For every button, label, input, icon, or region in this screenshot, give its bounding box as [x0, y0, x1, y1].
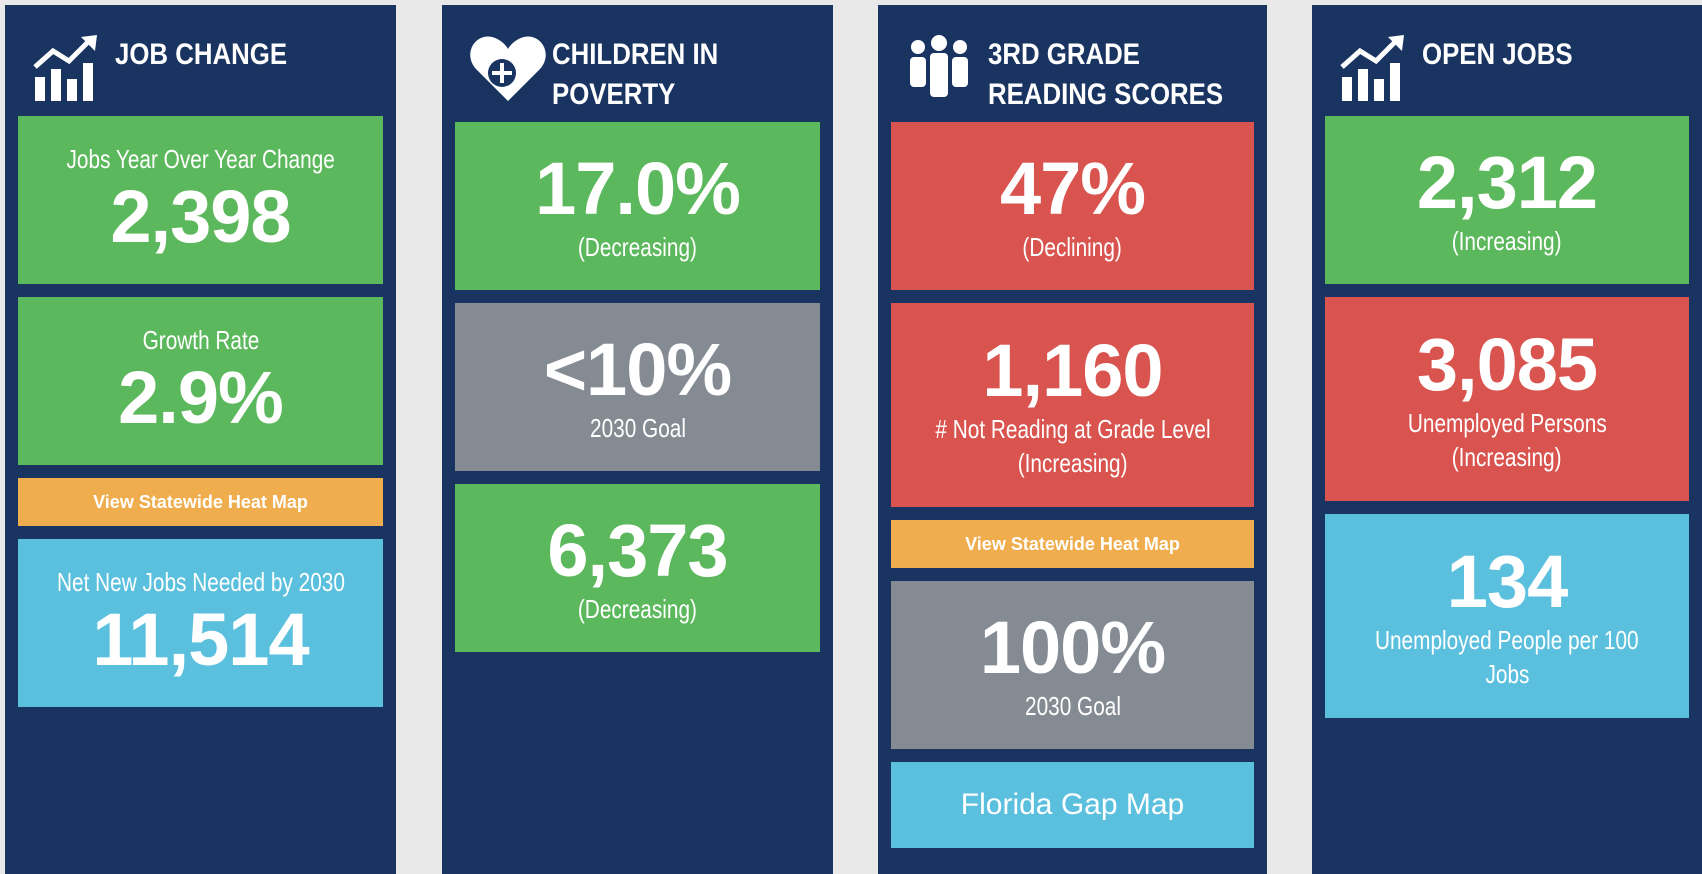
stat-caption: Unemployed Persons: [1407, 408, 1607, 438]
stat-tile: 100% 2030 Goal: [891, 581, 1254, 749]
stat-value: 1,160: [982, 329, 1163, 412]
button-label: View Statewide Heat Map: [965, 533, 1180, 554]
stat-value: 2.9%: [118, 356, 284, 439]
stat-tile: 6,373 (Decreasing): [455, 484, 820, 652]
title-line: 3RD GRADE: [988, 38, 1140, 71]
title-line: READING SCORES: [988, 78, 1224, 111]
stat-caption: Jobs: [1485, 659, 1529, 689]
stat-tile: Jobs Year Over Year Change 2,398: [18, 116, 383, 284]
panel-title: OPEN JOBS: [1422, 35, 1573, 75]
stat-tile: 47% (Declining): [891, 122, 1254, 290]
stat-caption: Growth Rate: [142, 325, 259, 355]
heat-map-button[interactable]: View Statewide Heat Map: [18, 478, 383, 526]
stat-tile: Net New Jobs Needed by 2030 11,514: [18, 539, 383, 707]
stat-caption: Net New Jobs Needed by 2030: [56, 567, 345, 597]
stat-tile: <10% 2030 Goal: [455, 303, 820, 471]
stat-caption: 2030 Goal: [1024, 691, 1121, 721]
button-label: View Statewide Heat Map: [93, 491, 308, 512]
panel-title: CHILDREN IN POVERTY: [552, 35, 718, 115]
stat-caption: Unemployed People per 100: [1375, 625, 1639, 655]
stat-caption: (Increasing): [1017, 448, 1128, 478]
stat-caption: Jobs Year Over Year Change: [66, 144, 335, 174]
stat-value: 6,373: [547, 509, 728, 592]
title-line: JOB CHANGE: [115, 38, 288, 71]
stat-caption: 2030 Goal: [589, 413, 686, 443]
panel-title: JOB CHANGE: [115, 35, 287, 75]
stat-tile: 2,312 (Increasing): [1325, 116, 1689, 284]
stat-tile: 3,085 Unemployed Persons (Increasing): [1325, 297, 1689, 501]
panel-icon: [31, 33, 101, 108]
stat-tile: 1,160 # Not Reading at Grade Level (Increa…: [891, 303, 1254, 507]
panel-icon: [904, 33, 974, 108]
stat-tile: 134 Unemployed People per 100 Jobs: [1325, 514, 1689, 718]
stat-value: 47%: [999, 147, 1146, 230]
stat-value: 2,312: [1416, 141, 1598, 224]
panel-icon: [1338, 33, 1408, 108]
panel-title: 3RD GRADE READING SCORES: [988, 35, 1223, 115]
title-line: OPEN JOBS: [1422, 38, 1573, 71]
panel: JOB CHANGE Jobs Year Over Year Change 2,39…: [5, 5, 396, 874]
stat-caption: (Decreasing): [577, 232, 698, 262]
stat-caption: # Not Reading at Grade Level: [934, 414, 1211, 444]
title-line: CHILDREN IN: [552, 38, 719, 71]
panel: CHILDREN IN POVERTY 17.0% (Decreasing) <10% 2…: [442, 5, 833, 874]
panel-icon: [468, 33, 548, 108]
stat-value: 3,085: [1416, 323, 1598, 406]
stat-tile: 17.0% (Decreasing): [455, 122, 820, 290]
link-label: Florida Gap Map: [960, 788, 1185, 821]
panel: 3RD GRADE READING SCORES 47% (Declining) 1,1…: [878, 5, 1267, 874]
stat-value: 100%: [979, 606, 1166, 689]
stat-value: 17.0%: [535, 147, 741, 230]
stat-caption: (Increasing): [1452, 442, 1562, 472]
gap-map-link[interactable]: Florida Gap Map: [891, 762, 1254, 848]
panel: OPEN JOBS 2,312 (Increasing) 3,085 Unemploye…: [1312, 5, 1702, 874]
stat-tile: Growth Rate 2.9%: [18, 297, 383, 465]
stat-value: <10%: [543, 328, 732, 411]
stat-caption: (Increasing): [1452, 226, 1562, 256]
heat-map-button[interactable]: View Statewide Heat Map: [891, 520, 1254, 568]
stat-caption: (Declining): [1022, 232, 1123, 262]
title-line: POVERTY: [552, 78, 676, 111]
stat-caption: (Decreasing): [577, 594, 698, 624]
stat-value: 11,514: [92, 598, 309, 681]
stat-value: 134: [1446, 540, 1568, 623]
stat-value: 2,398: [110, 175, 291, 258]
